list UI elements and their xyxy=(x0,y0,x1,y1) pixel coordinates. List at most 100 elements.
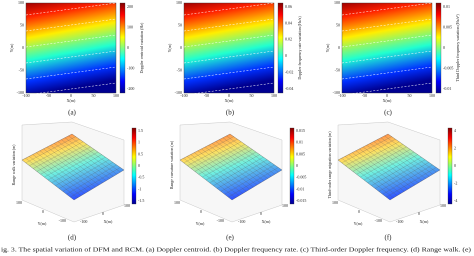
contour-line xyxy=(341,18,433,32)
contour-line xyxy=(25,50,117,64)
contour-line xyxy=(25,2,117,16)
mesh-line xyxy=(222,137,275,175)
colorbar-tick-label: -0.005 xyxy=(296,175,306,180)
y-tick-label: -100 xyxy=(17,90,24,95)
x-axis-label: X(m) xyxy=(383,98,392,103)
x-axis-label: X(m) xyxy=(225,98,234,103)
x-tick-label: 50 xyxy=(250,93,254,98)
mesh-line xyxy=(378,162,429,192)
colorbar-tick-label: 0 xyxy=(454,163,456,168)
contour-line xyxy=(183,18,275,32)
mesh-line xyxy=(70,167,121,198)
contour-line xyxy=(183,34,275,48)
contour-line xyxy=(25,34,117,48)
x-axis-label: X(m) xyxy=(262,219,271,224)
mesh-line xyxy=(228,167,279,198)
contour-line xyxy=(341,50,433,64)
y-tick-label: -50 xyxy=(19,67,24,72)
contour-line xyxy=(183,2,275,16)
mesh-line xyxy=(380,137,433,175)
mesh-line xyxy=(370,143,423,181)
subfigure-label: (f) xyxy=(385,234,393,242)
x-tick-label: 50 xyxy=(92,93,96,98)
colorbar xyxy=(447,127,453,205)
mesh-line xyxy=(213,157,264,186)
x-axis-label: X(m) xyxy=(67,98,76,103)
x-tick-label: -100 xyxy=(180,93,187,98)
colorbar-tick-label: -0.5 xyxy=(138,175,144,180)
y-tick-label: -100 xyxy=(59,218,66,223)
colorbar xyxy=(119,2,126,94)
y-tick-label: 100 xyxy=(16,200,22,205)
mesh-line xyxy=(64,137,117,175)
colorbar-tick-label: 0 xyxy=(443,45,445,50)
mesh-line xyxy=(366,145,419,183)
mesh-line xyxy=(57,141,110,179)
x-tick-label: 100 xyxy=(429,93,435,98)
x-tick-label: 0 xyxy=(228,93,230,98)
mesh-line xyxy=(205,151,257,181)
mesh-line xyxy=(62,162,113,192)
colorbar-tick-label: 0 xyxy=(285,53,287,58)
mesh-line xyxy=(386,167,437,198)
colorbar-label: Third Doppler frequency variation (Hz/s²… xyxy=(455,14,460,82)
x-tick-label: 100 xyxy=(124,203,130,208)
y-tick-label: 50 xyxy=(20,22,24,27)
surface xyxy=(21,133,125,201)
x-tick-label: -50 xyxy=(46,93,51,98)
colorbar xyxy=(289,127,295,205)
contour-line xyxy=(341,34,433,48)
x-tick-label: -100 xyxy=(396,219,403,224)
y-tick-label: -100 xyxy=(217,218,224,223)
caption: ig. 3. The spatial variation of DFM and … xyxy=(1,247,471,254)
mesh-line xyxy=(367,154,418,183)
colorbar-tick-label: 1.5 xyxy=(138,128,143,133)
x-tick-label: -100 xyxy=(238,219,245,224)
colorbar-tick-label: 0.04 xyxy=(285,20,292,25)
y-tick-label: 100 xyxy=(176,0,182,5)
mesh-line xyxy=(220,162,271,192)
contour-line xyxy=(341,2,433,16)
colorbar xyxy=(277,2,284,94)
heatmap xyxy=(341,2,433,94)
colorbar-tick-label: 0 xyxy=(127,45,129,50)
colorbar-tick-label: -0.04 xyxy=(285,86,293,91)
z-axis-label: Range walk variation (m) xyxy=(11,144,16,186)
x-tick-label: -100 xyxy=(338,93,345,98)
surface xyxy=(337,133,441,201)
subfigure-label: (d) xyxy=(68,234,77,242)
subfigure: -100 -50 0 50 100 100 50 0 -50 -100 X(m) Y(m) 0.06 0.… xyxy=(167,0,302,117)
subfigure: 100 0 -100 -100 0 100 Y(m) X(m) 0.015 0.01 0.005 0 -… xyxy=(169,121,306,242)
colorbar-tick-label: 0.02 xyxy=(285,37,292,42)
x-tick-label: -50 xyxy=(362,93,367,98)
x-tick-label: 0 xyxy=(386,93,388,98)
y-axis-label: Y(m) xyxy=(325,43,330,52)
colorbar-tick-label: 4 xyxy=(454,128,456,133)
mesh-line xyxy=(68,135,121,173)
colorbar-tick-label: 1 xyxy=(138,140,140,145)
contour-line xyxy=(25,82,117,96)
contour-line xyxy=(341,66,433,80)
x-tick-label: 100 xyxy=(282,203,288,208)
subfigure-label: (b) xyxy=(226,109,235,117)
contour-line xyxy=(183,66,275,80)
colorbar-tick-label: 200 xyxy=(127,4,133,9)
x-axis-label: X(m) xyxy=(104,219,113,224)
mesh-line xyxy=(50,145,103,183)
subfigure-label: (a) xyxy=(68,109,76,117)
mesh-line xyxy=(208,145,261,183)
colorbar-tick-label: 0.005 xyxy=(443,24,452,29)
y-tick-label: 50 xyxy=(178,22,182,27)
colorbar xyxy=(435,2,442,94)
x-tick-label: 100 xyxy=(440,203,446,208)
colorbar-tick-label: 0.5 xyxy=(138,151,143,156)
y-axis-label: Y(m) xyxy=(167,43,172,52)
y-tick-label: 50 xyxy=(336,22,340,27)
y-tick-label: 0 xyxy=(22,45,24,50)
mesh-line xyxy=(212,143,265,181)
mesh-line xyxy=(226,135,279,173)
y-tick-label: -50 xyxy=(177,67,182,72)
mesh-line xyxy=(54,143,107,181)
x-tick-label: 0 xyxy=(70,93,72,98)
mesh-line xyxy=(373,141,426,179)
